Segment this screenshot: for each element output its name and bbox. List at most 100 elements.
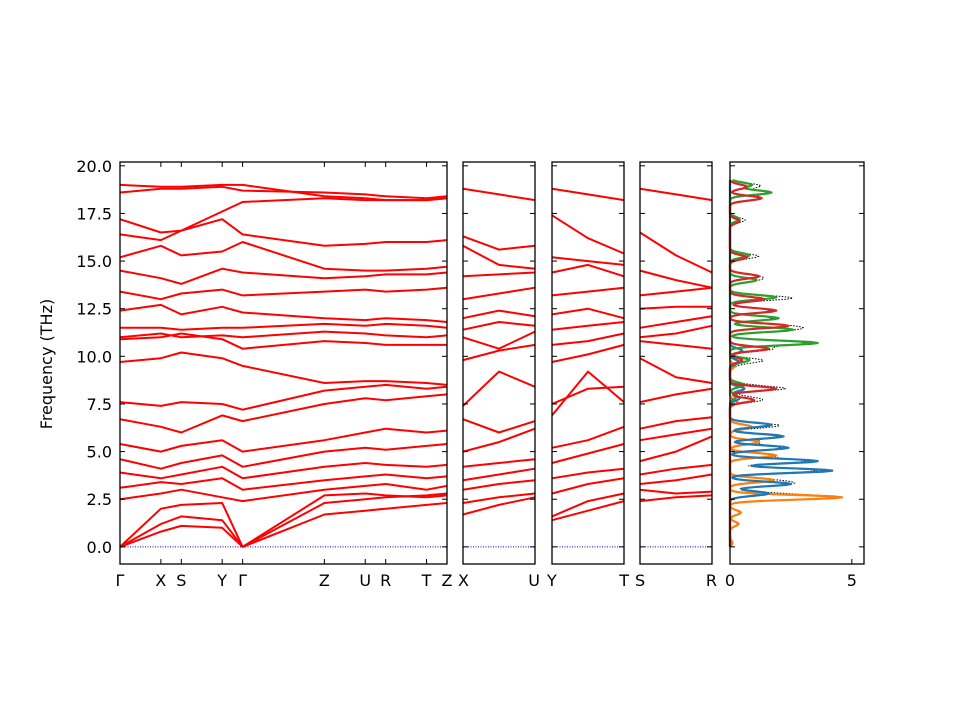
phonon-band	[551, 492, 625, 518]
phonon-band	[119, 462, 448, 480]
y-tick-label: 0.0	[87, 538, 112, 557]
phonon-band	[462, 370, 536, 407]
phonon-band	[551, 500, 625, 522]
phonon-band	[639, 416, 713, 430]
phonon-band	[639, 387, 713, 404]
phonon-band	[639, 488, 713, 495]
phonon-band	[462, 418, 536, 434]
phonon-band	[551, 425, 625, 449]
phonon-band	[551, 286, 625, 297]
y-tick-label: 10.0	[76, 347, 112, 366]
phonon-band	[119, 183, 448, 202]
kpoint-label: X	[458, 571, 469, 590]
phonon-band	[119, 218, 448, 247]
panel-frame	[551, 161, 625, 565]
kpoint-label: U	[528, 571, 540, 590]
phonon-band	[639, 427, 713, 442]
phonon-band	[639, 463, 713, 476]
kpoint-label: R	[380, 571, 391, 590]
phonon-band	[639, 286, 713, 297]
y-tick-labels: 0.0 2.5 5.0 7.5 10.0 12.5 15.0 17.5 20.0	[76, 157, 112, 557]
kpoint-label: R	[706, 571, 717, 590]
phonon-band	[119, 267, 448, 285]
phonon-band	[119, 330, 448, 339]
phonon-band	[551, 263, 625, 278]
phonon-band	[551, 443, 625, 464]
kpoint-label: S	[635, 571, 645, 590]
phonon-band	[119, 427, 448, 453]
kpoint-label: U	[359, 571, 371, 590]
phonon-band	[639, 187, 713, 202]
phonon-band	[462, 458, 536, 468]
y-tick-label: 7.5	[87, 395, 112, 414]
y-axis-label: Frequency (THz)	[37, 299, 56, 429]
phonon-band	[462, 343, 536, 362]
phonon-band	[639, 324, 713, 339]
kpoint-label: T	[618, 571, 629, 590]
y-tick-label: 17.5	[76, 204, 112, 223]
phonon-band	[462, 330, 536, 350]
phonon-band	[639, 473, 713, 485]
phonon-band	[119, 473, 448, 491]
phonon-band	[119, 286, 448, 301]
phonon-band	[120, 322, 448, 331]
phonon-band	[639, 340, 713, 350]
kpoint-label: Γ	[116, 571, 125, 590]
dos-x-tick-label: 5	[847, 571, 857, 590]
kpoint-label: Y	[216, 571, 227, 590]
phonon-band	[551, 214, 625, 255]
kpoint-label: Z	[442, 571, 453, 590]
phonon-band	[119, 393, 448, 434]
phonon-band	[639, 494, 713, 503]
phonon-band	[462, 286, 536, 301]
dos-frame	[729, 161, 865, 565]
phonon-band	[551, 385, 625, 405]
panel-frame	[639, 161, 713, 565]
phonon-band	[119, 351, 448, 386]
y-tick-label: 2.5	[87, 490, 112, 509]
kpoint-label: Z	[319, 571, 330, 590]
phonon-band	[551, 321, 625, 331]
phonon-band	[639, 357, 713, 384]
phonon-band	[639, 315, 713, 329]
phonon-band	[639, 231, 713, 274]
phonon-band	[119, 185, 448, 200]
phonon-band	[551, 477, 625, 495]
phonon-band	[119, 492, 448, 548]
panel-frame	[462, 161, 536, 565]
phonon-band	[462, 321, 536, 331]
y-tick-label: 12.5	[76, 300, 112, 319]
phonon-band	[119, 197, 448, 234]
phonon-band	[119, 483, 448, 503]
phonon-band	[462, 492, 536, 504]
kpoint-label: T	[421, 571, 432, 590]
phonon-band	[551, 332, 625, 346]
phonon-band	[462, 467, 536, 482]
phonon-band	[639, 435, 713, 463]
phonon-band	[551, 187, 625, 202]
kpoint-label: X	[155, 571, 166, 590]
phonon-band	[551, 307, 625, 320]
phonon-band	[462, 235, 536, 251]
phonon-band	[119, 303, 448, 323]
y-tick-label: 20.0	[76, 157, 112, 176]
phonon-band	[551, 343, 625, 363]
phonon-band	[462, 244, 536, 270]
phonon-band	[639, 305, 712, 310]
kpoint-label: Γ	[238, 571, 247, 590]
panel-frame	[119, 161, 448, 565]
phonon-band	[119, 383, 448, 411]
phonon-band	[639, 269, 713, 289]
phonon-band	[119, 502, 448, 548]
kpoint-label: S	[176, 571, 186, 590]
dos-x-tick-label: 0	[725, 571, 735, 590]
kpoint-label: Y	[546, 571, 557, 590]
y-tick-label: 5.0	[87, 443, 112, 462]
y-tick-label: 15.0	[76, 252, 112, 271]
